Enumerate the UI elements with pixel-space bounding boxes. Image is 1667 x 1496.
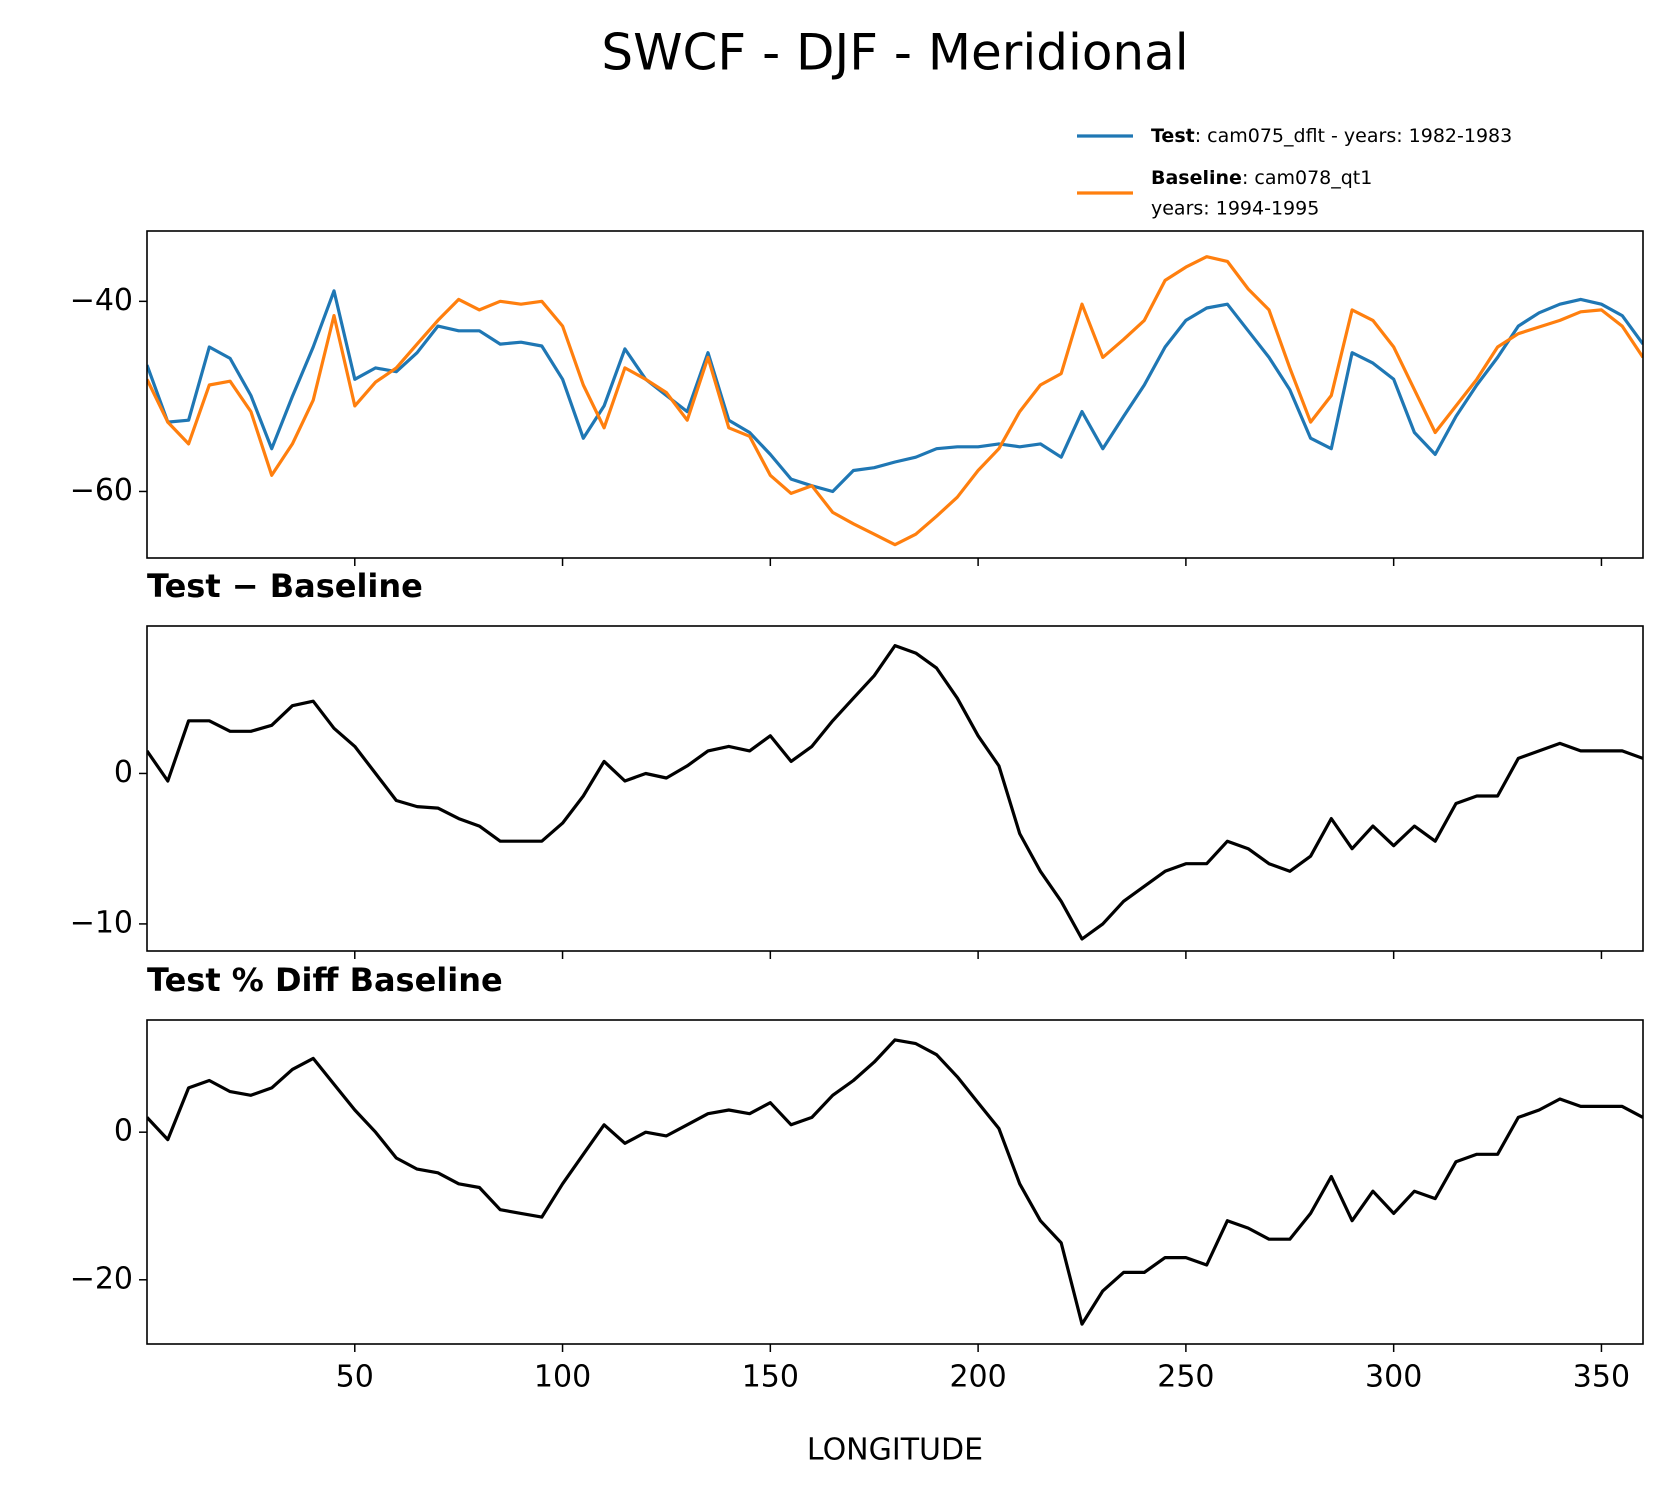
y-tick-label: −60: [70, 473, 133, 508]
y-tick-label: 0: [114, 1114, 133, 1149]
x-tick-label: 50: [336, 1360, 374, 1395]
y-tick-label: −40: [70, 283, 133, 318]
data-line: [147, 289, 1643, 494]
legend-detail: : cam075_dflt - years: 1982-1983: [1195, 125, 1513, 147]
x-tick-label: 300: [1365, 1360, 1422, 1395]
legend-name: Test: [1151, 125, 1195, 147]
x-tick-label: 200: [949, 1360, 1006, 1395]
legend-label: Baseline: cam078_qt1: [1151, 167, 1372, 189]
panel-title: Test − Baseline: [147, 567, 423, 605]
x-tick-label: 350: [1573, 1360, 1630, 1395]
axes-frame: [146, 625, 1644, 952]
legend-label: Test: cam075_dflt - years: 1982-1983: [1151, 125, 1512, 147]
x-tick-label: 100: [534, 1360, 591, 1395]
legend-detail: years: 1994-1995: [1151, 198, 1319, 220]
x-tick-label: 150: [742, 1360, 799, 1395]
axes-frame: [146, 230, 1644, 559]
data-line: [147, 644, 1643, 941]
y-tick-label: 0: [114, 755, 133, 790]
legend-detail: : cam078_qt1: [1242, 167, 1372, 189]
chart-title: SWCF - DJF - Meridional: [601, 24, 1188, 82]
x-tick-label: 250: [1157, 1360, 1214, 1395]
legend-name: Baseline: [1151, 167, 1242, 189]
panel-title: Test % Diff Baseline: [147, 961, 503, 999]
data-line: [147, 255, 1643, 547]
data-line: [147, 1038, 1643, 1326]
x-axis-label: LONGITUDE: [807, 1433, 983, 1468]
y-tick-label: −20: [70, 1261, 133, 1296]
axes-frame: [146, 1019, 1644, 1345]
y-tick-label: −10: [70, 905, 133, 940]
